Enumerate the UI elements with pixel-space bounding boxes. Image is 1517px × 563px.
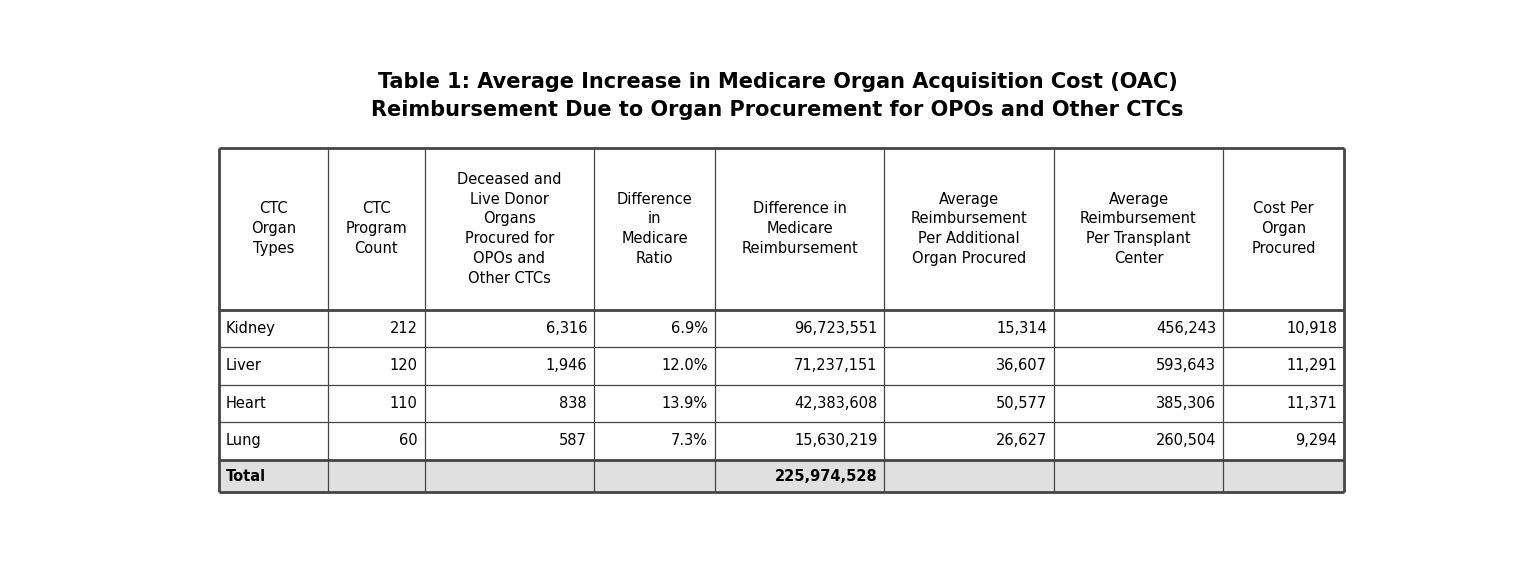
Bar xyxy=(715,459,884,493)
Bar xyxy=(1223,347,1344,385)
Bar xyxy=(328,148,425,310)
Text: 212: 212 xyxy=(390,321,417,336)
Bar xyxy=(884,385,1054,422)
Bar xyxy=(595,459,715,493)
Text: Deceased and
Live Donor
Organs
Procured for
OPOs and
Other CTCs: Deceased and Live Donor Organs Procured … xyxy=(457,172,561,286)
Bar xyxy=(218,459,328,493)
Text: Difference
in
Medicare
Ratio: Difference in Medicare Ratio xyxy=(617,191,692,266)
Text: Difference in
Medicare
Reimbursement: Difference in Medicare Reimbursement xyxy=(742,202,859,256)
Bar xyxy=(884,459,1054,493)
Bar xyxy=(218,422,328,459)
Text: 11,371: 11,371 xyxy=(1286,396,1336,411)
Bar xyxy=(715,422,884,459)
Text: Cost Per
Organ
Procured: Cost Per Organ Procured xyxy=(1252,202,1315,256)
Text: 12.0%: 12.0% xyxy=(661,359,708,373)
Text: 260,504: 260,504 xyxy=(1156,434,1217,448)
Text: 587: 587 xyxy=(560,434,587,448)
Bar xyxy=(425,347,595,385)
Bar xyxy=(1054,347,1223,385)
Text: 9,294: 9,294 xyxy=(1296,434,1336,448)
Bar xyxy=(1223,385,1344,422)
Text: Average
Reimbursement
Per Transplant
Center: Average Reimbursement Per Transplant Cen… xyxy=(1080,191,1197,266)
Bar xyxy=(1054,459,1223,493)
Text: 110: 110 xyxy=(390,396,417,411)
Text: 1,946: 1,946 xyxy=(546,359,587,373)
Bar xyxy=(715,347,884,385)
Text: Kidney: Kidney xyxy=(226,321,276,336)
Text: Heart: Heart xyxy=(226,396,267,411)
Text: CTC
Program
Count: CTC Program Count xyxy=(346,202,407,256)
Text: 120: 120 xyxy=(390,359,417,373)
Bar xyxy=(328,347,425,385)
Text: 838: 838 xyxy=(560,396,587,411)
Bar xyxy=(884,347,1054,385)
Text: 26,627: 26,627 xyxy=(995,434,1047,448)
Bar xyxy=(595,310,715,347)
Text: 50,577: 50,577 xyxy=(995,396,1047,411)
Bar xyxy=(328,310,425,347)
Text: Lung: Lung xyxy=(226,434,262,448)
Bar xyxy=(218,347,328,385)
Bar xyxy=(328,385,425,422)
Bar xyxy=(715,310,884,347)
Bar xyxy=(218,148,328,310)
Bar xyxy=(884,422,1054,459)
Text: 15,630,219: 15,630,219 xyxy=(793,434,877,448)
Text: 60: 60 xyxy=(399,434,417,448)
Text: 6.9%: 6.9% xyxy=(671,321,708,336)
Text: 225,974,528: 225,974,528 xyxy=(775,468,877,484)
Bar xyxy=(884,310,1054,347)
Text: Table 1: Average Increase in Medicare Organ Acquisition Cost (OAC)
Reimbursement: Table 1: Average Increase in Medicare Or… xyxy=(372,72,1183,120)
Bar xyxy=(218,385,328,422)
Bar xyxy=(715,385,884,422)
Bar xyxy=(328,459,425,493)
Text: 10,918: 10,918 xyxy=(1286,321,1336,336)
Bar xyxy=(1223,459,1344,493)
Text: 11,291: 11,291 xyxy=(1286,359,1336,373)
Text: 36,607: 36,607 xyxy=(995,359,1047,373)
Text: 42,383,608: 42,383,608 xyxy=(793,396,877,411)
Text: 6,316: 6,316 xyxy=(546,321,587,336)
Text: 13.9%: 13.9% xyxy=(661,396,708,411)
Text: 15,314: 15,314 xyxy=(997,321,1047,336)
Text: 385,306: 385,306 xyxy=(1156,396,1217,411)
Bar xyxy=(425,310,595,347)
Bar xyxy=(595,422,715,459)
Bar xyxy=(328,422,425,459)
Text: CTC
Organ
Types: CTC Organ Types xyxy=(250,202,296,256)
Bar xyxy=(1054,310,1223,347)
Bar xyxy=(218,310,328,347)
Bar xyxy=(425,422,595,459)
Text: 71,237,151: 71,237,151 xyxy=(793,359,877,373)
Bar xyxy=(1223,422,1344,459)
Bar xyxy=(1223,310,1344,347)
Text: 593,643: 593,643 xyxy=(1156,359,1217,373)
Text: Liver: Liver xyxy=(226,359,262,373)
Text: 7.3%: 7.3% xyxy=(671,434,708,448)
Bar xyxy=(425,385,595,422)
Bar xyxy=(1054,385,1223,422)
Text: Total: Total xyxy=(226,468,265,484)
Bar xyxy=(595,385,715,422)
Text: 96,723,551: 96,723,551 xyxy=(793,321,877,336)
Bar xyxy=(595,347,715,385)
Bar xyxy=(425,459,595,493)
Bar xyxy=(1054,422,1223,459)
Text: 456,243: 456,243 xyxy=(1156,321,1217,336)
Text: Average
Reimbursement
Per Additional
Organ Procured: Average Reimbursement Per Additional Org… xyxy=(910,191,1027,266)
